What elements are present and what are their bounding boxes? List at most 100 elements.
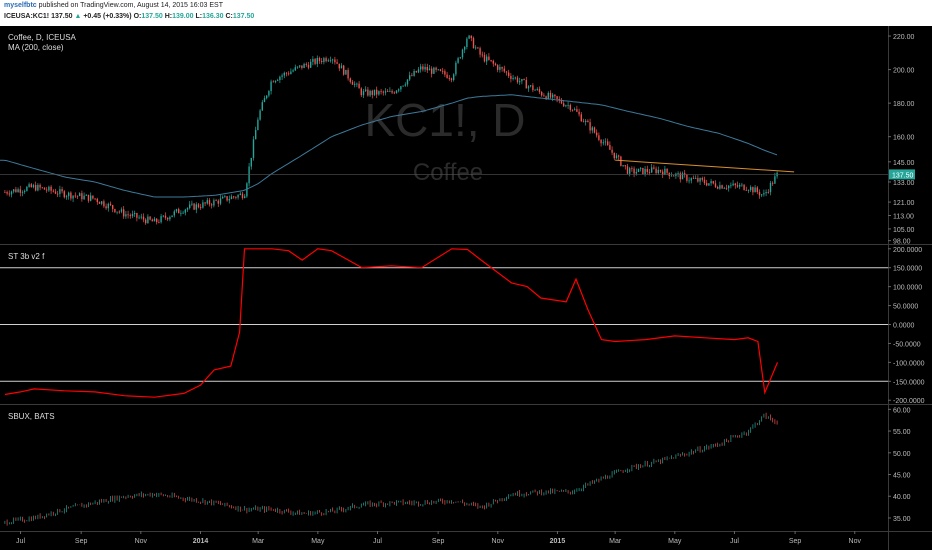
price-candle [21, 191, 24, 193]
price-candle [635, 172, 637, 174]
price-candle [136, 213, 138, 218]
price-candle [303, 63, 305, 69]
price-candle [391, 90, 393, 93]
price-candle [712, 181, 714, 184]
price-candle [226, 196, 228, 201]
price-candle [485, 56, 488, 62]
price-candle [771, 182, 774, 184]
publish-info: published on TradingView.com, August 14,… [38, 2, 223, 9]
price-candle [371, 90, 373, 95]
price-candle [8, 193, 10, 195]
price-candle [428, 68, 431, 71]
price-candle [622, 165, 624, 166]
price-candle [279, 76, 281, 81]
price-candle [138, 217, 140, 219]
price-candle [659, 169, 662, 172]
price-candle [527, 86, 530, 89]
price-candle [439, 69, 442, 71]
price-candle [237, 194, 239, 198]
y-tick-label: 55.00 [893, 429, 911, 436]
y-tick-label: 100.0000 [893, 285, 922, 292]
price-candle [362, 91, 365, 96]
price-candle [239, 193, 241, 195]
price-candle [131, 213, 134, 217]
price-candle [389, 90, 391, 92]
chart-canvas[interactable]: KC1!, D Coffee 220.00 200.00 180.00 160.00 1… [0, 26, 932, 550]
price-candle [661, 171, 664, 175]
price-candle [496, 65, 499, 70]
price-candle [441, 70, 444, 72]
price-candle [235, 196, 237, 198]
price-candle [380, 91, 382, 92]
watermark-symbol: KC1!, D [364, 94, 525, 146]
price-candle [272, 81, 274, 83]
price-candle [63, 191, 65, 198]
price-candle [224, 196, 226, 197]
price-candle [162, 215, 164, 217]
price-candle [290, 71, 292, 75]
author-link[interactable]: myselfbtc [4, 2, 37, 9]
price-candle [393, 92, 395, 94]
price-candle [292, 70, 294, 72]
x-tick-label: Jul [373, 538, 382, 545]
price-candle [193, 203, 195, 210]
price-candle [318, 58, 321, 61]
x-tick-label: Sep [432, 538, 445, 545]
low-label: L: [195, 13, 203, 20]
price-candle [437, 69, 439, 71]
price-candle [103, 201, 105, 207]
price-candle [48, 186, 50, 191]
price-candle [142, 216, 145, 220]
price-candle [679, 173, 681, 180]
price-candle [382, 91, 384, 93]
y-tick-label: 0.0000 [893, 323, 915, 330]
price-candle [653, 167, 655, 169]
price-candle [452, 74, 455, 80]
open-label: O: [133, 13, 142, 20]
price-candle [188, 204, 191, 209]
price-candle [206, 200, 208, 204]
y-tick-label: -200.0000 [893, 398, 925, 405]
price-candle [327, 60, 329, 62]
price-candle [723, 187, 725, 189]
price-candle [116, 211, 118, 213]
price-candle [551, 94, 554, 98]
price-candle [576, 109, 578, 112]
price-candle [43, 187, 46, 190]
price-candle [752, 187, 754, 193]
price-candle [59, 189, 61, 194]
price-candle [644, 168, 646, 175]
price-candle [455, 62, 457, 75]
price-candle [523, 78, 525, 80]
price-candle [125, 214, 127, 217]
y-tick-label: -150.0000 [893, 379, 925, 386]
y-tick-label: 105.00 [893, 227, 915, 234]
price-candle [417, 69, 420, 73]
up-arrow-icon: ▲ [74, 13, 82, 20]
price-candle [628, 168, 631, 174]
x-tick-label: Nov [135, 538, 148, 545]
price-candle [105, 206, 107, 209]
price-candle [356, 83, 358, 85]
price-candle [345, 69, 347, 75]
price-candle [558, 98, 560, 100]
price-candle [521, 78, 523, 82]
price-candle [703, 179, 706, 184]
y-tick-label: 145.00 [893, 160, 915, 167]
price-candle [708, 183, 710, 186]
price-candle [694, 178, 697, 179]
price-candle [232, 196, 235, 198]
price-candle [72, 195, 74, 199]
price-candle [182, 212, 184, 214]
price-candle [100, 201, 103, 204]
price-candle [705, 183, 708, 186]
y-tick-label: 133.00 [893, 180, 915, 187]
publish-line: myselfbtc published on TradingView.com, … [4, 2, 223, 9]
price-candle [573, 109, 576, 111]
price-candle [208, 200, 211, 205]
price-candle [323, 58, 325, 63]
price-candle [406, 79, 409, 85]
price-candle [727, 185, 730, 189]
price-candle [243, 196, 246, 199]
price-candle [109, 203, 112, 206]
